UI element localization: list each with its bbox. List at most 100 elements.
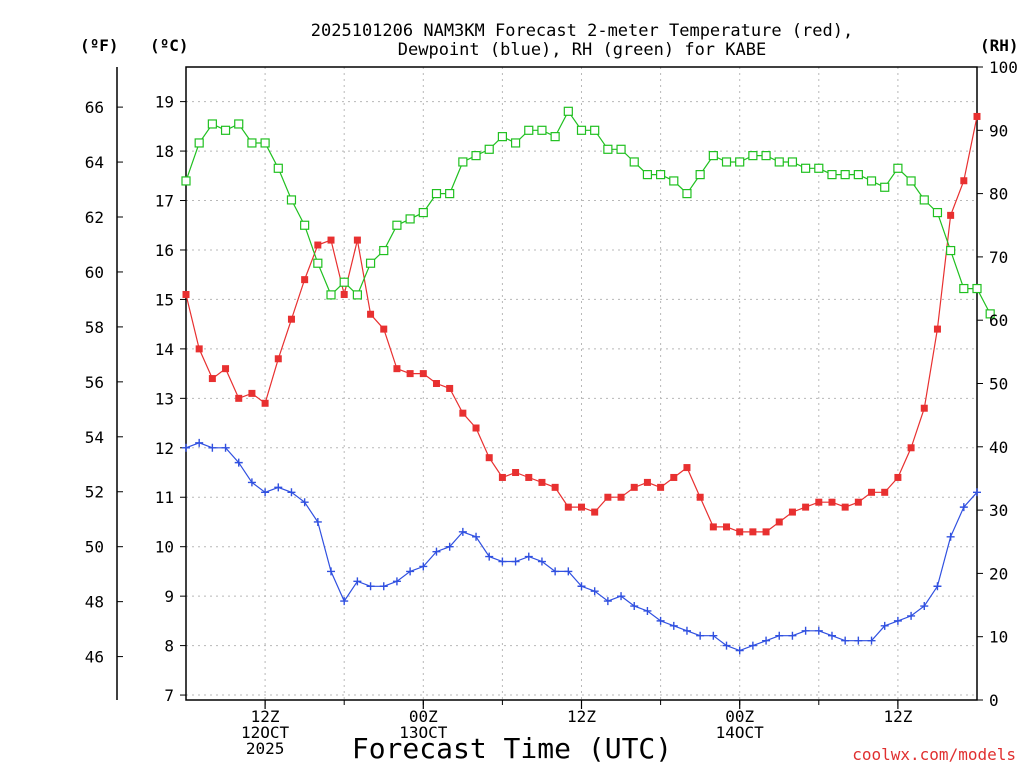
data-point xyxy=(920,404,928,412)
data-point xyxy=(867,636,876,645)
data-point xyxy=(736,528,744,536)
series-rh xyxy=(181,106,995,319)
data-point xyxy=(643,478,651,486)
data-point xyxy=(485,552,494,561)
data-point xyxy=(920,602,929,611)
data-point xyxy=(274,483,283,492)
data-point xyxy=(590,125,600,135)
data-point xyxy=(866,176,877,186)
data-point xyxy=(525,473,533,481)
data-point xyxy=(933,325,941,333)
x-tick-label: 12Z xyxy=(567,707,596,726)
data-point xyxy=(919,195,929,205)
data-point xyxy=(458,157,468,167)
data-point xyxy=(604,493,612,501)
axes xyxy=(116,66,983,709)
data-point xyxy=(617,592,626,601)
data-point xyxy=(669,176,679,186)
data-point xyxy=(748,151,758,161)
fahrenheit-tick-label: 62 xyxy=(85,208,104,227)
data-point xyxy=(696,631,705,640)
data-point xyxy=(972,283,982,294)
data-point xyxy=(195,438,204,447)
fahrenheit-tick-label: 54 xyxy=(85,428,104,447)
data-point xyxy=(353,577,362,586)
data-point xyxy=(445,189,455,199)
data-point xyxy=(893,616,902,625)
data-point xyxy=(788,631,797,640)
data-point xyxy=(524,552,533,561)
data-point xyxy=(564,567,573,576)
data-point xyxy=(682,626,691,635)
data-point xyxy=(313,258,323,268)
data-point xyxy=(947,211,955,219)
rh-tick-label: 100 xyxy=(989,58,1018,77)
rh-tick-label: 30 xyxy=(989,501,1008,520)
data-point xyxy=(841,636,850,645)
data-point xyxy=(723,523,731,531)
celsius-tick-label: 14 xyxy=(155,340,174,359)
data-point xyxy=(946,245,956,256)
data-point xyxy=(932,207,943,218)
x-tick-label: 12OCT xyxy=(241,723,290,742)
data-point xyxy=(538,478,546,486)
data-point xyxy=(353,236,361,244)
data-point xyxy=(762,528,770,536)
data-point xyxy=(313,517,322,526)
data-point xyxy=(985,309,995,319)
data-point xyxy=(630,602,639,611)
x-tick-label: 14OCT xyxy=(716,723,765,742)
data-point xyxy=(339,277,349,287)
credit-text: coolwx.com/models xyxy=(852,745,1016,764)
x-tick-label: 00Z xyxy=(725,707,754,726)
data-point xyxy=(696,493,704,501)
data-point xyxy=(708,151,718,161)
x-tick-label: 13OCT xyxy=(399,723,448,742)
data-point xyxy=(815,498,823,506)
rh-tick-label: 40 xyxy=(989,438,1008,457)
data-point xyxy=(722,641,731,650)
data-point xyxy=(472,532,481,541)
data-point xyxy=(907,611,916,620)
data-point xyxy=(591,508,599,516)
celsius-tick-label: 8 xyxy=(164,637,174,656)
data-point xyxy=(802,503,810,511)
celsius-tick-label: 17 xyxy=(155,192,174,211)
celsius-tick-label: 13 xyxy=(155,389,174,408)
data-point xyxy=(194,138,204,148)
data-point xyxy=(880,182,890,192)
data-point xyxy=(207,119,217,129)
data-point xyxy=(260,138,270,148)
data-point xyxy=(340,290,348,298)
data-point xyxy=(379,245,389,256)
data-point xyxy=(274,355,282,363)
data-point xyxy=(617,493,625,501)
data-point xyxy=(431,189,442,199)
data-point xyxy=(840,170,850,180)
x-tick-label: 2025 xyxy=(246,739,285,758)
data-point xyxy=(406,567,415,576)
data-point xyxy=(577,582,586,591)
celsius-tick-label: 19 xyxy=(155,93,174,112)
data-point xyxy=(973,112,981,120)
data-point xyxy=(432,380,440,387)
data-point xyxy=(960,177,968,185)
data-point xyxy=(603,597,612,606)
data-point xyxy=(933,582,942,591)
data-point xyxy=(629,157,639,167)
data-point xyxy=(300,498,309,507)
data-point xyxy=(907,444,915,452)
data-point xyxy=(827,170,837,180)
data-point xyxy=(959,503,968,512)
data-point xyxy=(365,258,376,268)
data-point xyxy=(379,582,388,591)
rh-tick-label: 90 xyxy=(989,121,1008,140)
data-point xyxy=(208,443,217,452)
data-point xyxy=(603,144,613,154)
plot-frame xyxy=(185,66,978,701)
data-point xyxy=(973,488,981,497)
data-point xyxy=(261,488,270,497)
data-point xyxy=(446,384,454,392)
data-point xyxy=(774,157,784,167)
